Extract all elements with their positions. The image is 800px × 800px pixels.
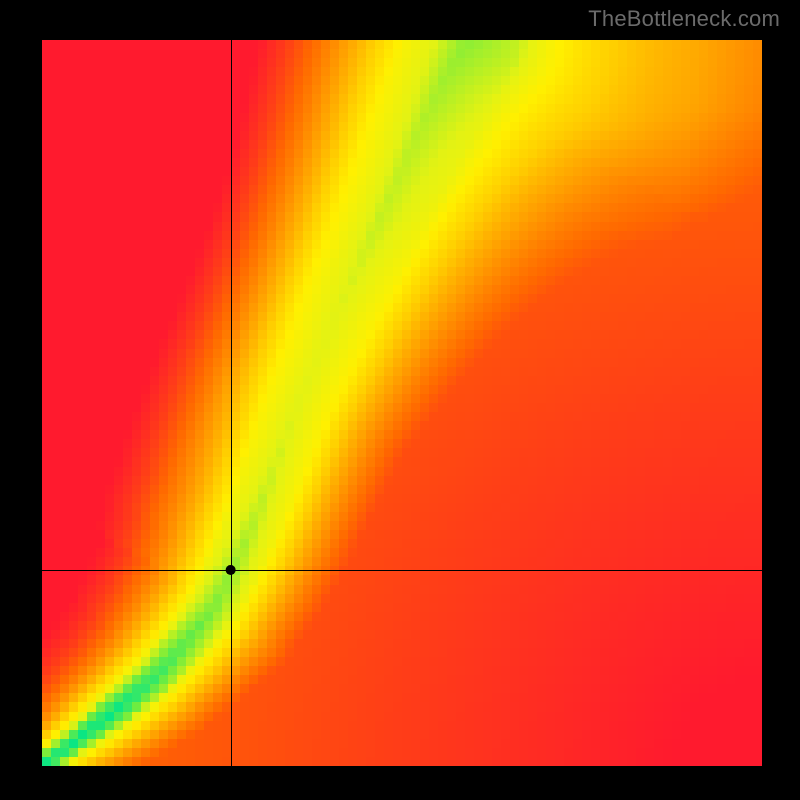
- heatmap-canvas: [0, 0, 800, 800]
- chart-container: TheBottleneck.com: [0, 0, 800, 800]
- watermark-label: TheBottleneck.com: [588, 6, 780, 32]
